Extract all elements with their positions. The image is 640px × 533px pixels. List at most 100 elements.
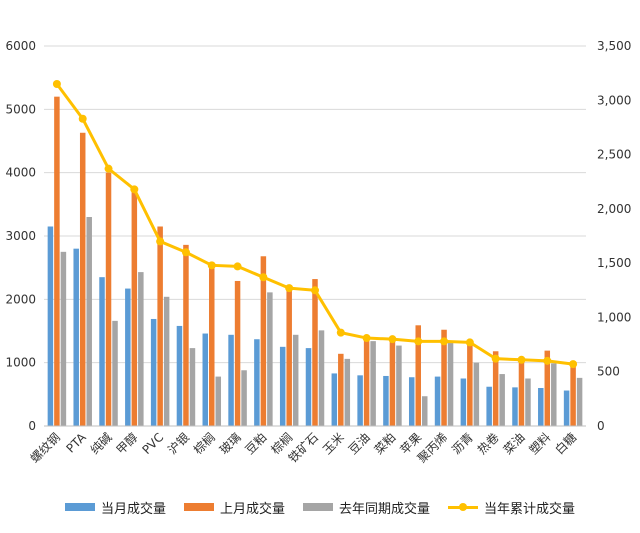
legend-swatch	[183, 503, 214, 511]
bar	[292, 334, 299, 426]
line-point	[233, 262, 242, 271]
bar	[441, 329, 447, 426]
y-left-tick-label: 2000	[5, 292, 36, 306]
bar	[447, 343, 454, 426]
bar	[525, 378, 531, 426]
bar	[254, 339, 260, 426]
y-right-tick-label: 0	[597, 419, 605, 433]
bar	[370, 341, 376, 426]
bar	[338, 353, 344, 426]
legend-label: 去年同期成交量	[339, 501, 431, 517]
bar	[105, 172, 112, 426]
bar	[415, 325, 421, 426]
bar	[551, 363, 557, 426]
x-tick-label: 沥青	[449, 430, 476, 457]
bar	[357, 375, 363, 426]
bar	[176, 325, 183, 426]
line-point	[207, 261, 216, 270]
bar	[396, 345, 402, 426]
line-point	[543, 356, 552, 365]
bar	[157, 226, 163, 426]
bar	[408, 377, 415, 426]
x-tick-label: PTA	[63, 430, 89, 456]
bar	[563, 390, 570, 426]
bar	[512, 387, 518, 426]
bar	[331, 373, 338, 426]
bar	[318, 330, 325, 426]
bar	[47, 226, 54, 426]
legend-label: 当月成交量	[100, 501, 166, 517]
bar	[150, 318, 157, 426]
line-point	[517, 355, 526, 364]
line-point	[156, 237, 165, 246]
x-tick-label: 豆粕	[242, 430, 270, 458]
bar	[228, 334, 234, 426]
legend-swatch	[64, 503, 95, 511]
line-series	[52, 80, 578, 369]
y-left-tick-label: 1000	[5, 356, 36, 370]
bar	[383, 375, 389, 426]
y-right-tick-label: 2,000	[597, 202, 631, 216]
line-point	[311, 286, 319, 295]
x-tick-label: 白糖	[552, 430, 580, 458]
line-point	[285, 284, 294, 293]
x-tick-label: 铁矿石	[286, 430, 321, 465]
bar	[576, 377, 583, 426]
line-point	[259, 273, 268, 282]
bar	[473, 362, 480, 426]
line-point	[336, 328, 345, 337]
y-right-tick-label: 2,500	[597, 148, 631, 162]
y-right-tick-label: 3,500	[597, 39, 631, 53]
legend-item-ytd: 当年累计成交量	[448, 498, 575, 517]
bar	[460, 378, 467, 426]
legend-item-last-year: 去年同期成交量	[303, 498, 430, 517]
y-right-tick-label: 3,000	[597, 93, 631, 107]
legend-item-current-month: 当月成交量	[64, 498, 166, 517]
bar	[183, 244, 189, 426]
y-left-tick-label: 3000	[5, 229, 36, 243]
bar	[312, 279, 318, 426]
x-tick-label: 棕榈	[190, 430, 218, 458]
y-right-tick-label: 500	[597, 365, 620, 379]
bar	[54, 96, 60, 427]
bar	[363, 338, 370, 426]
bar	[344, 358, 351, 426]
line-point	[440, 337, 449, 346]
bar	[421, 396, 428, 426]
line-point	[414, 337, 423, 346]
legend-swatch	[448, 502, 479, 512]
bar	[467, 340, 473, 426]
bar	[60, 251, 67, 426]
bar	[215, 376, 222, 426]
bar	[99, 277, 105, 426]
bar	[79, 132, 86, 426]
x-tick-label: 螺纹钢	[28, 430, 63, 465]
bar	[125, 288, 131, 426]
bar	[538, 388, 544, 426]
bar	[286, 289, 292, 426]
line-point	[465, 338, 474, 347]
bar	[544, 350, 551, 426]
x-tick-label: 沪银	[165, 430, 192, 457]
x-tick-label: 聚丙烯	[415, 430, 450, 465]
bar	[305, 348, 312, 426]
y-left-tick-label: 4000	[5, 166, 36, 180]
bar	[279, 346, 286, 426]
x-tick-label: 豆油	[346, 430, 373, 457]
y-left-tick-label: 0	[28, 419, 36, 433]
bar	[267, 292, 273, 426]
legend-swatch	[303, 503, 333, 511]
bar	[241, 370, 247, 426]
x-tick-label: 塑料	[526, 430, 554, 458]
x-tick-label: PVC	[140, 430, 167, 457]
line-point	[388, 335, 397, 344]
x-tick-label: 甲醇	[113, 430, 141, 458]
legend: 当月成交量 上月成交量 去年同期成交量 当年累计成交量	[0, 492, 640, 522]
bar	[570, 367, 576, 426]
x-tick-label: 菜油	[501, 430, 528, 457]
legend-label: 上月成交量	[219, 501, 285, 517]
bar	[434, 376, 441, 426]
y-left-tick-label: 5000	[5, 102, 36, 116]
